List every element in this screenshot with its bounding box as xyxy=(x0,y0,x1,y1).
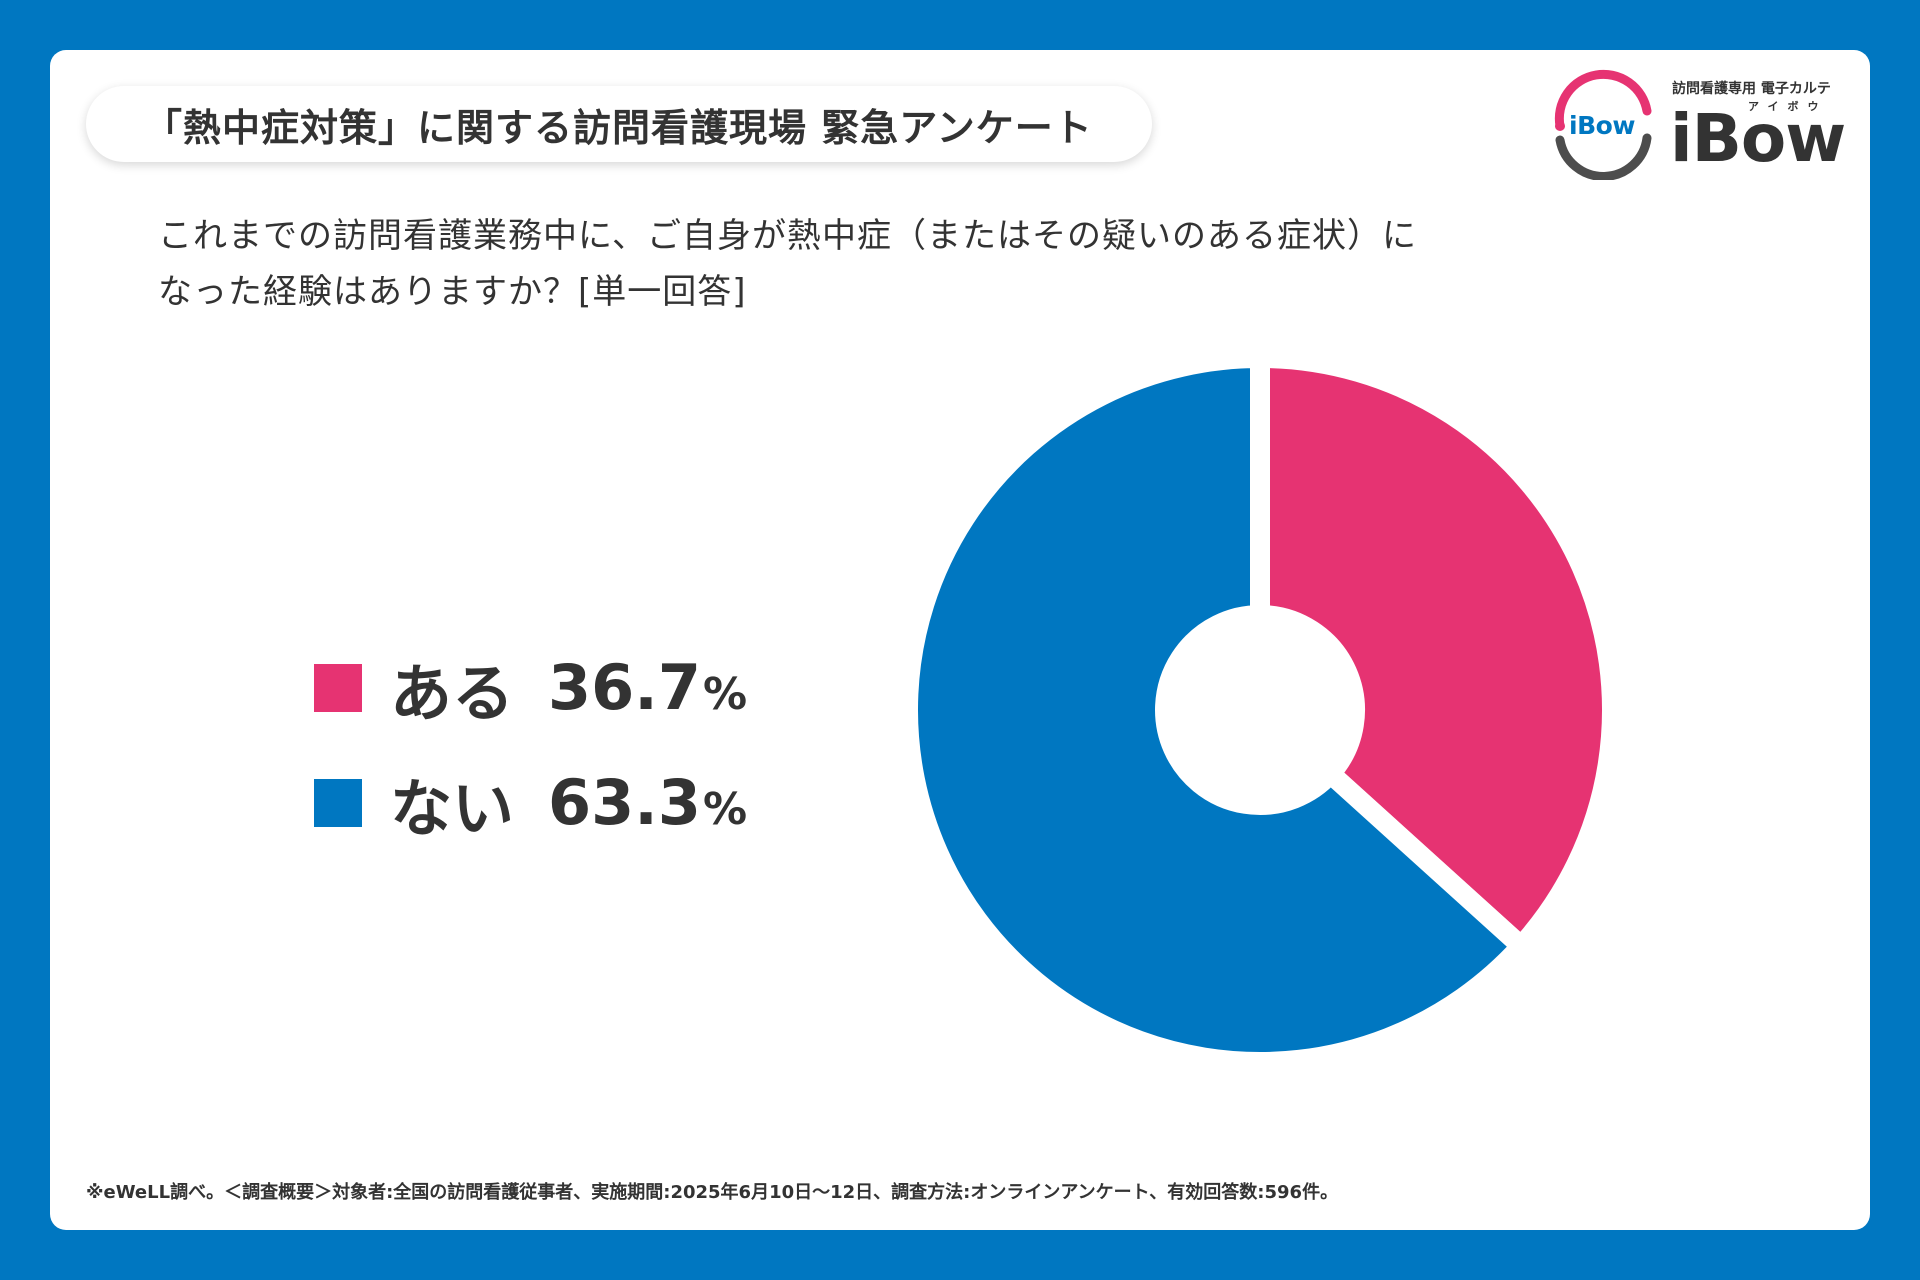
donut-hole xyxy=(1165,615,1355,805)
page-title: 「熱中症対策」に関する訪問看護現場 緊急アンケート xyxy=(144,105,1093,150)
ibow-logo: iBow 訪問看護専用 電子カルテ アイボウ iBow xyxy=(1548,68,1848,188)
legend-value-yes: 36.7% xyxy=(548,651,747,724)
legend-value-no: 63.3% xyxy=(548,766,747,839)
legend-swatch-no xyxy=(314,778,362,827)
legend-item-no: ない 63.3% xyxy=(314,745,747,860)
legend-value-no-number: 63.3 xyxy=(548,766,701,839)
legend-swatch-yes xyxy=(314,663,362,712)
logo-name: iBow xyxy=(1670,100,1846,177)
title-banner: 「熱中症対策」に関する訪問看護現場 緊急アンケート xyxy=(86,86,1152,162)
legend-item-yes: ある 36.7% xyxy=(314,630,747,745)
legend-label-yes: ある xyxy=(390,656,515,730)
question-line-2: なった経験はありますか？[単一回答] xyxy=(158,272,747,312)
legend-value-yes-unit: % xyxy=(703,669,748,720)
logo-mark-text: iBow xyxy=(1569,111,1635,140)
chart-legend: ある 36.7% ない 63.3% xyxy=(314,630,747,860)
question-line-1: これまでの訪問看護業務中に、ご自身が熱中症（またはその疑いのある症状）に xyxy=(158,216,1417,256)
donut-chart xyxy=(900,350,1620,1070)
logo-subtitle: 訪問看護専用 電子カルテ xyxy=(1672,81,1831,97)
legend-value-yes-number: 36.7 xyxy=(548,651,701,724)
survey-question: これまでの訪問看護業務中に、ご自身が熱中症（またはその疑いのある症状）に なった… xyxy=(158,208,1598,320)
survey-card: 「熱中症対策」に関する訪問看護現場 緊急アンケート iBow 訪問看護専用 電子… xyxy=(50,50,1870,1230)
legend-label-no: ない xyxy=(390,771,515,845)
ibow-logo-mark xyxy=(1554,69,1652,180)
logo-kana: アイボウ xyxy=(1748,100,1828,113)
survey-footnote: ※eWeLL調べ。＜調査概要＞対象者:全国の訪問看護従事者、実施期間:2025年… xyxy=(86,1182,1339,1203)
legend-value-no-unit: % xyxy=(703,784,748,835)
